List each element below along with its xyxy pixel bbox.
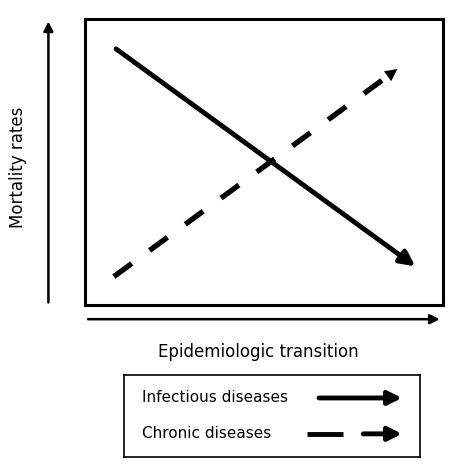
Text: Mortality rates: Mortality rates <box>9 107 28 228</box>
Text: Epidemiologic transition: Epidemiologic transition <box>158 343 359 361</box>
Text: Infectious diseases: Infectious diseases <box>142 391 288 405</box>
Text: Chronic diseases: Chronic diseases <box>142 426 272 441</box>
